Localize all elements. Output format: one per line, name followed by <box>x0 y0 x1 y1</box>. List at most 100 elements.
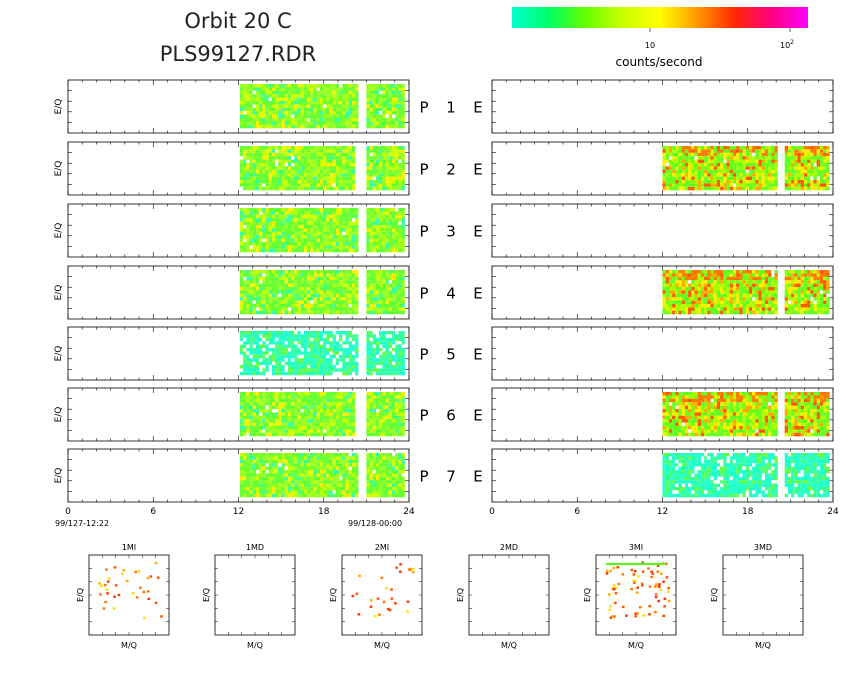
heat-cell <box>771 183 775 187</box>
heat-cell <box>755 149 759 153</box>
heat-cell <box>323 94 327 98</box>
heat-cell <box>398 351 402 355</box>
heat-cell <box>243 307 247 311</box>
heat-cell <box>395 331 399 335</box>
heat-cell <box>379 354 383 359</box>
heat-cell <box>379 152 383 157</box>
heat-cell <box>672 304 676 308</box>
heat-cell <box>246 365 250 369</box>
heat-cell <box>287 307 292 311</box>
heat-cell <box>826 180 830 184</box>
heat-cell <box>391 331 396 335</box>
heat-cell <box>391 87 396 91</box>
heat-cell <box>342 186 346 191</box>
heat-cell <box>372 307 377 311</box>
heat-cell <box>723 152 727 157</box>
heat-cell <box>275 351 279 355</box>
heat-cell <box>372 166 377 170</box>
heat-cell <box>255 208 260 212</box>
heat-cell <box>761 276 765 281</box>
heat-cell <box>329 94 333 98</box>
heat-cell <box>262 101 266 105</box>
heat-cell <box>745 163 749 167</box>
heat-cell <box>716 166 721 170</box>
heat-cell <box>375 118 380 122</box>
heat-cell <box>329 121 333 125</box>
heat-cell <box>342 146 346 150</box>
heat-cell <box>291 331 295 335</box>
heat-cell <box>323 124 327 129</box>
heat-cell <box>351 84 356 88</box>
heat-cell <box>265 361 269 366</box>
heat-cell <box>329 290 333 294</box>
heat-cell <box>271 341 276 345</box>
heat-cell <box>249 341 253 345</box>
heat-cell <box>395 152 399 157</box>
heat-cell <box>323 238 327 243</box>
heat-cell <box>310 208 314 212</box>
heat-cell <box>713 283 717 288</box>
heat-cell <box>366 118 370 122</box>
heat-cell <box>243 183 247 187</box>
heat-cell <box>369 228 373 232</box>
heat-cell <box>249 273 253 277</box>
heat-cell <box>668 152 673 157</box>
heat-cell <box>784 180 788 184</box>
heat-cell <box>810 149 814 153</box>
heat-cell <box>278 371 282 376</box>
heat-cell <box>401 280 405 284</box>
heat-cell <box>774 173 778 177</box>
heat-cell <box>697 159 701 164</box>
heat-cell <box>729 149 733 153</box>
heat-cell <box>268 310 273 315</box>
heat-cell <box>243 87 247 91</box>
heat-cell <box>379 169 383 174</box>
heat-cell <box>739 310 743 315</box>
heat-cell <box>252 149 257 153</box>
heat-cell <box>745 300 749 305</box>
heat-cell <box>372 290 377 294</box>
heat-cell <box>271 354 276 359</box>
heat-cell <box>665 273 669 277</box>
heat-cell <box>329 287 333 291</box>
heat-cell <box>310 228 314 232</box>
heat-cell <box>794 173 798 177</box>
heat-cell <box>262 365 266 369</box>
heat-cell <box>239 287 244 291</box>
heat-cell <box>764 183 769 187</box>
heat-cell <box>252 310 257 315</box>
heat-cell <box>691 293 695 298</box>
heat-cell <box>307 358 311 362</box>
heat-cell <box>366 180 370 184</box>
heat-cell <box>259 287 263 291</box>
heat-cell <box>297 107 301 112</box>
heat-cell <box>398 121 402 125</box>
heat-cell <box>287 146 292 150</box>
heat-cell <box>379 211 383 215</box>
heat-cell <box>342 351 346 355</box>
heat-cell <box>382 354 386 359</box>
heat-cell <box>395 159 399 164</box>
heat-cell <box>379 156 383 160</box>
heat-cell <box>313 245 317 249</box>
heat-cell <box>291 90 295 95</box>
heat-cell <box>252 273 257 277</box>
heat-cell <box>758 169 762 174</box>
heat-cell <box>323 270 327 274</box>
heat-cell <box>262 169 266 174</box>
heat-cell <box>707 304 711 308</box>
heat-cell <box>684 156 689 160</box>
heat-cell <box>391 238 396 243</box>
heat-cell <box>369 90 373 95</box>
heat-cell <box>287 221 292 226</box>
heat-cell <box>707 297 711 301</box>
heat-cell <box>294 111 298 115</box>
heat-cell <box>297 152 301 157</box>
heat-cell <box>379 104 383 108</box>
heat-cell <box>678 283 682 288</box>
heat-cell <box>755 146 759 150</box>
heat-cell <box>291 231 295 236</box>
heat-cell <box>262 307 266 311</box>
heat-cell <box>784 186 788 191</box>
heat-cell <box>787 307 792 311</box>
